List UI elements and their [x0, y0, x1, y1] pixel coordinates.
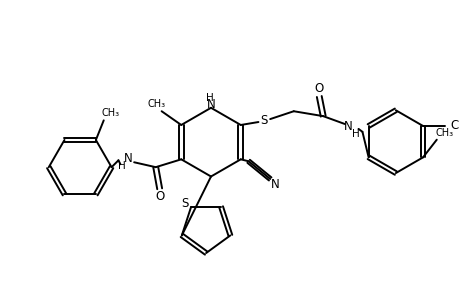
Text: H: H [351, 129, 358, 139]
Text: O: O [314, 82, 323, 95]
Text: N: N [270, 178, 279, 191]
Text: CH₃: CH₃ [101, 109, 119, 118]
Text: H: H [117, 161, 125, 171]
Text: Cl: Cl [450, 119, 459, 133]
Text: H: H [206, 93, 213, 103]
Text: S: S [260, 114, 268, 127]
Text: CH₃: CH₃ [147, 99, 165, 110]
Text: N: N [344, 120, 353, 134]
Text: N: N [123, 152, 132, 165]
Text: S: S [181, 197, 189, 210]
Text: O: O [155, 190, 164, 203]
Text: CH₃: CH₃ [435, 128, 453, 138]
Text: N: N [206, 98, 215, 111]
